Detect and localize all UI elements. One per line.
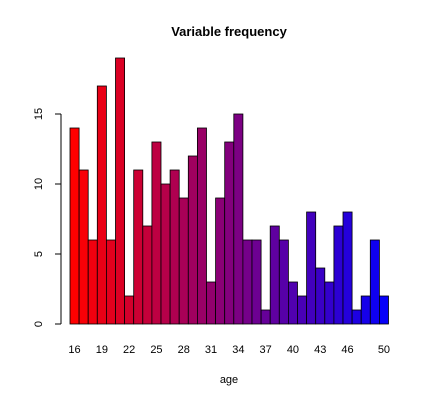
bar-16 [69,127,80,325]
bar-46 [342,211,353,325]
bar-32 [215,197,226,325]
bar-23 [133,169,144,325]
y-tick-label-10: 10 [33,178,45,190]
y-tick-label-0: 0 [33,321,45,327]
y-tick-label-5: 5 [33,251,45,257]
bar-20 [106,239,116,325]
y-tick-label-15: 15 [33,108,45,120]
bar-18 [87,239,98,325]
x-tick-label-31: 31 [205,344,217,356]
bar-28 [178,197,189,325]
bar-47 [351,309,362,325]
bar-25 [151,141,162,325]
bar-17 [78,169,89,325]
x-tick-label-16: 16 [68,344,80,356]
bar-27 [169,169,180,325]
bar-19 [96,85,107,325]
bar-26 [160,183,171,325]
x-tick-label-19: 19 [96,344,108,356]
bar-49 [369,239,380,325]
bar-50 [378,295,389,325]
bar-21 [115,57,126,325]
bar-37 [260,309,271,325]
bar-42 [306,211,317,325]
x-tick-label-43: 43 [314,344,326,356]
x-axis-label: age [220,374,238,386]
bar-44 [324,281,335,325]
bar-39 [278,239,289,325]
x-tick-label-50: 50 [378,344,390,356]
bar-group [69,57,389,325]
x-tick-label-46: 46 [341,344,353,356]
x-tick-label-37: 37 [260,344,272,356]
x-tick-label-34: 34 [232,344,244,356]
bar-22 [124,295,135,325]
y-axis: 0 5 10 15 [33,108,62,327]
x-tick-labels: 16 19 22 25 28 31 34 37 40 43 46 50 [68,344,390,356]
bar-30 [196,127,207,325]
bar-48 [360,295,371,325]
bar-34 [233,113,244,325]
bar-24 [142,225,153,325]
bar-45 [333,225,344,325]
bar-36 [251,239,262,325]
chart-title: Variable frequency [171,24,287,39]
x-tick-label-28: 28 [178,344,190,356]
bar-41 [297,295,308,325]
bar-35 [242,239,253,325]
x-tick-label-25: 25 [150,344,162,356]
x-tick-label-40: 40 [287,344,299,356]
x-tick-label-22: 22 [123,344,135,356]
bar-33 [224,141,235,325]
bar-43 [315,267,326,325]
bar-31 [206,281,217,325]
bar-40 [287,281,298,325]
bar-38 [269,225,280,325]
bar-29 [187,155,198,325]
